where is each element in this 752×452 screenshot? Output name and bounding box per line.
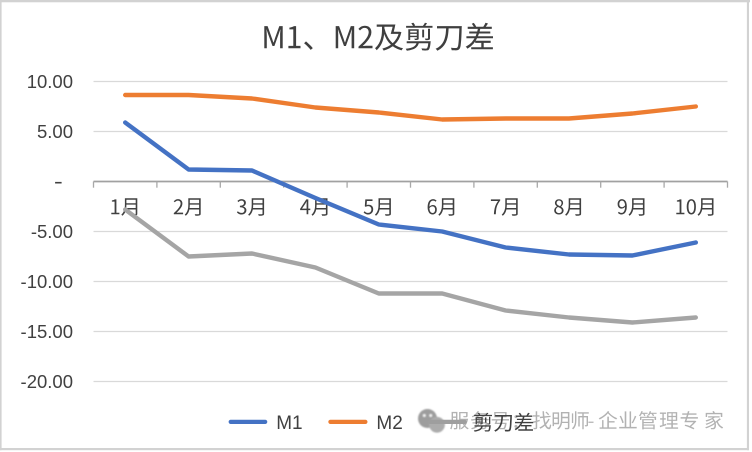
svg-text:-15.00: -15.00 [21,321,73,342]
svg-text:-10.00: -10.00 [21,271,73,292]
svg-text:M1: M1 [276,413,302,434]
svg-text:5.00: 5.00 [37,121,73,142]
svg-text:M2: M2 [376,413,402,434]
svg-text:-5.00: -5.00 [31,221,73,242]
svg-text:-20.00: -20.00 [21,371,73,392]
svg-text:10.00: 10.00 [27,71,73,92]
